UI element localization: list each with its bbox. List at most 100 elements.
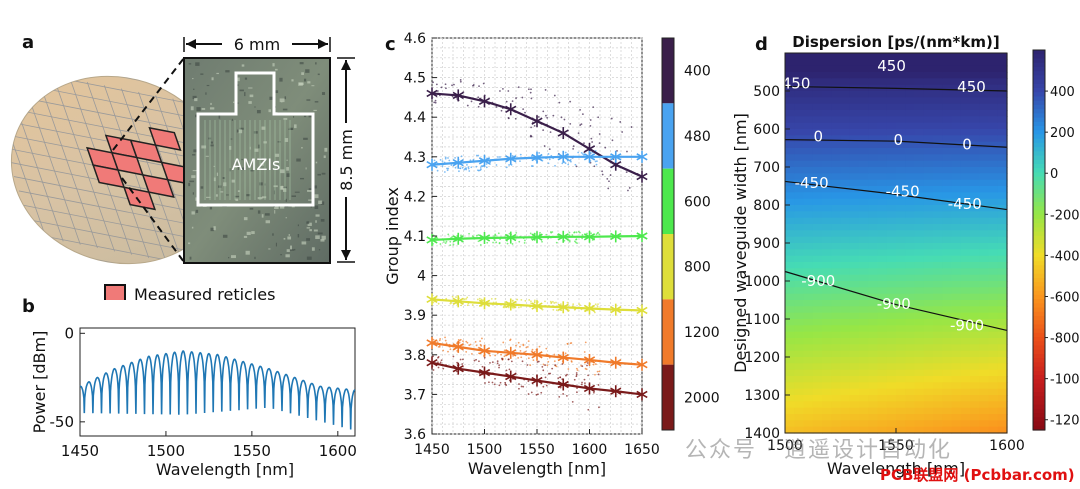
heatmap-cell — [905, 53, 916, 60]
y-tick-label: 3.9 — [404, 308, 426, 324]
heatmap-cell — [960, 249, 971, 257]
heatmap-cell — [923, 350, 934, 358]
heatmap-cell — [942, 236, 953, 244]
heatmap-cell — [933, 357, 943, 364]
scatter-point — [504, 305, 507, 307]
scatter-point — [476, 298, 479, 301]
heatmap-cell — [877, 78, 888, 86]
heatmap-cell — [785, 160, 795, 168]
contour-label: -450 — [886, 183, 920, 201]
scatter-point — [494, 234, 497, 237]
heatmap-cell — [886, 173, 897, 181]
scatter-point — [568, 159, 571, 162]
scatter-point — [587, 374, 590, 377]
heatmap-cell — [868, 198, 879, 206]
heatmap-cell — [812, 160, 823, 168]
heatmap-cell — [831, 312, 842, 320]
heatmap-cell — [785, 420, 795, 428]
colorbar-segment — [1033, 172, 1045, 178]
heatmap-cell — [859, 186, 869, 193]
heatmap-cell — [942, 350, 953, 358]
heatmap-cell — [877, 249, 888, 257]
heatmap-cell — [988, 205, 999, 212]
scatter-point — [490, 297, 493, 300]
heatmap-cell — [868, 154, 879, 162]
scatter-point — [494, 297, 497, 300]
scatter-point — [545, 384, 548, 387]
heatmap-cell — [812, 154, 823, 162]
heatmap-cell — [988, 186, 999, 193]
heatmap-cell — [942, 198, 953, 206]
heatmap-cell — [831, 78, 842, 86]
scatter-point — [445, 87, 447, 90]
series-marker-400 — [636, 170, 648, 183]
scatter-point — [542, 363, 545, 366]
scatter-point — [517, 306, 520, 309]
scatter-point — [584, 341, 587, 344]
heatmap-cell — [794, 236, 805, 244]
colorbar-segment — [1033, 83, 1045, 89]
heatmap-cell — [785, 103, 795, 111]
heatmap-cell — [896, 262, 906, 269]
heatmap-cell — [970, 91, 980, 98]
heatmap-cell — [859, 287, 869, 295]
heatmap-cell — [896, 388, 906, 396]
scatter-point — [626, 150, 628, 153]
heatmap-cell — [988, 293, 999, 301]
colorbar-segment — [1033, 155, 1045, 161]
scatter-point — [522, 108, 525, 111]
heatmap-cell — [933, 116, 943, 124]
heatmap-cell — [942, 72, 953, 79]
heatmap-cell — [877, 357, 888, 364]
heatmap-cell — [896, 382, 906, 390]
heatmap-cell — [923, 217, 934, 225]
heatmap-cell — [979, 167, 990, 174]
heatmap-cell — [877, 300, 888, 307]
scatter-point — [573, 378, 576, 381]
heatmap-cell — [970, 407, 980, 415]
heatmap-cell — [970, 331, 980, 339]
heatmap-cell — [979, 281, 990, 288]
heatmap-cell — [979, 300, 990, 307]
scatter-point — [466, 304, 469, 307]
heatmap-cell — [849, 293, 860, 301]
heatmap-cell — [933, 338, 943, 345]
scatter-point — [502, 87, 504, 90]
x-tick-label: 1500 — [147, 442, 185, 460]
heatmap-cell — [831, 281, 842, 288]
heatmap-cell — [849, 331, 860, 339]
heatmap-cell — [849, 179, 860, 187]
heatmap-cell — [840, 97, 851, 105]
colorbar-segment — [1033, 299, 1045, 304]
heatmap-cell — [785, 395, 795, 402]
heatmap-cell — [840, 331, 851, 339]
heatmap-cell — [997, 236, 1008, 244]
heatmap-cell — [812, 97, 823, 105]
heatmap-cell — [923, 312, 934, 320]
heatmap-cell — [997, 116, 1008, 124]
heatmap-cell — [840, 363, 851, 371]
heatmap-cell — [960, 160, 971, 168]
heatmap-cell — [794, 192, 805, 200]
scatter-point — [446, 167, 448, 170]
scatter-point — [444, 157, 447, 160]
heatmap-cell — [979, 344, 990, 352]
heatmap-cell — [831, 59, 842, 67]
scatter-point — [530, 88, 532, 91]
heatmap-cell — [868, 192, 879, 200]
scatter-point — [492, 241, 494, 244]
x-tick-label: 1550 — [519, 442, 555, 458]
scatter-point — [543, 145, 546, 147]
heatmap-cell — [794, 167, 805, 174]
scatter-point — [501, 357, 503, 360]
heatmap-cell — [923, 300, 934, 307]
heatmap-cell — [942, 274, 953, 282]
heatmap-cell — [896, 395, 906, 402]
heatmap-cell — [914, 338, 925, 345]
scatter-point — [511, 243, 514, 245]
heatmap-cell — [988, 192, 999, 200]
heatmap-cell — [951, 357, 962, 364]
scatter-point — [561, 162, 564, 165]
heatmap-cell — [960, 110, 971, 117]
heatmap-cell — [970, 217, 980, 225]
